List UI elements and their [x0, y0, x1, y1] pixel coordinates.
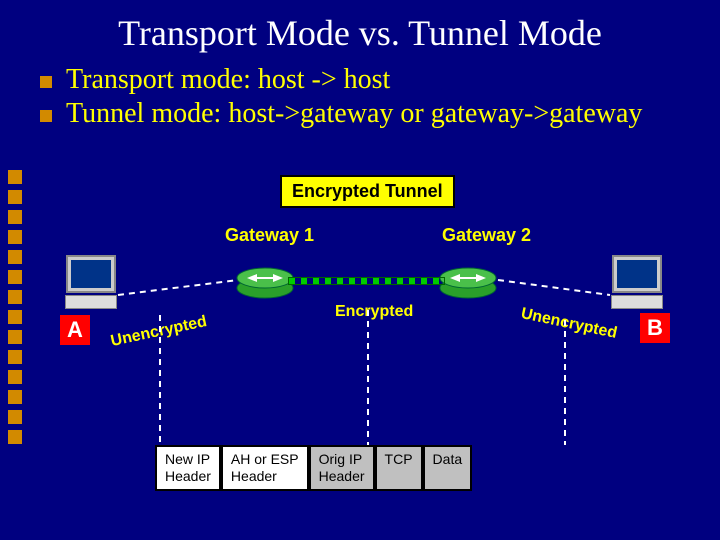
router-icon — [235, 260, 295, 300]
bullet-text: Tunnel mode: host->gateway or gateway->g… — [66, 98, 642, 130]
bullet-icon — [40, 110, 52, 122]
gateway1-label: Gateway 1 — [225, 225, 314, 246]
encrypted-tunnel-label: Encrypted Tunnel — [280, 175, 455, 208]
router-icon — [438, 260, 498, 300]
bullet-item: Tunnel mode: host->gateway or gateway->g… — [40, 98, 690, 130]
packet-cell: New IP Header — [155, 445, 221, 491]
encrypted-link — [288, 277, 445, 285]
packet-cell: Data — [423, 445, 473, 491]
link-label-right: Unencrypted — [519, 305, 618, 343]
computer-icon — [62, 255, 120, 307]
packet-cell: AH or ESP Header — [221, 445, 309, 491]
slide-title: Transport Mode vs. Tunnel Mode — [0, 0, 720, 62]
packet-structure: New IP HeaderAH or ESP HeaderOrig IP Hea… — [155, 445, 472, 491]
packet-cell: TCP — [375, 445, 423, 491]
bullet-list: Transport mode: host -> host Tunnel mode… — [0, 64, 720, 130]
host-a-label: A — [60, 315, 90, 345]
bullet-text: Transport mode: host -> host — [66, 64, 390, 96]
gateway2-label: Gateway 2 — [442, 225, 531, 246]
link-label-mid: Encrypted — [335, 303, 413, 321]
link-label-left: Unencrypted — [109, 313, 208, 351]
diagram: Encrypted Tunnel Gateway 1 Gateway 2 A B… — [0, 165, 720, 535]
bullet-item: Transport mode: host -> host — [40, 64, 690, 96]
host-b-label: B — [640, 313, 670, 343]
computer-icon — [608, 255, 666, 307]
bullet-icon — [40, 76, 52, 88]
packet-cell: Orig IP Header — [309, 445, 375, 491]
